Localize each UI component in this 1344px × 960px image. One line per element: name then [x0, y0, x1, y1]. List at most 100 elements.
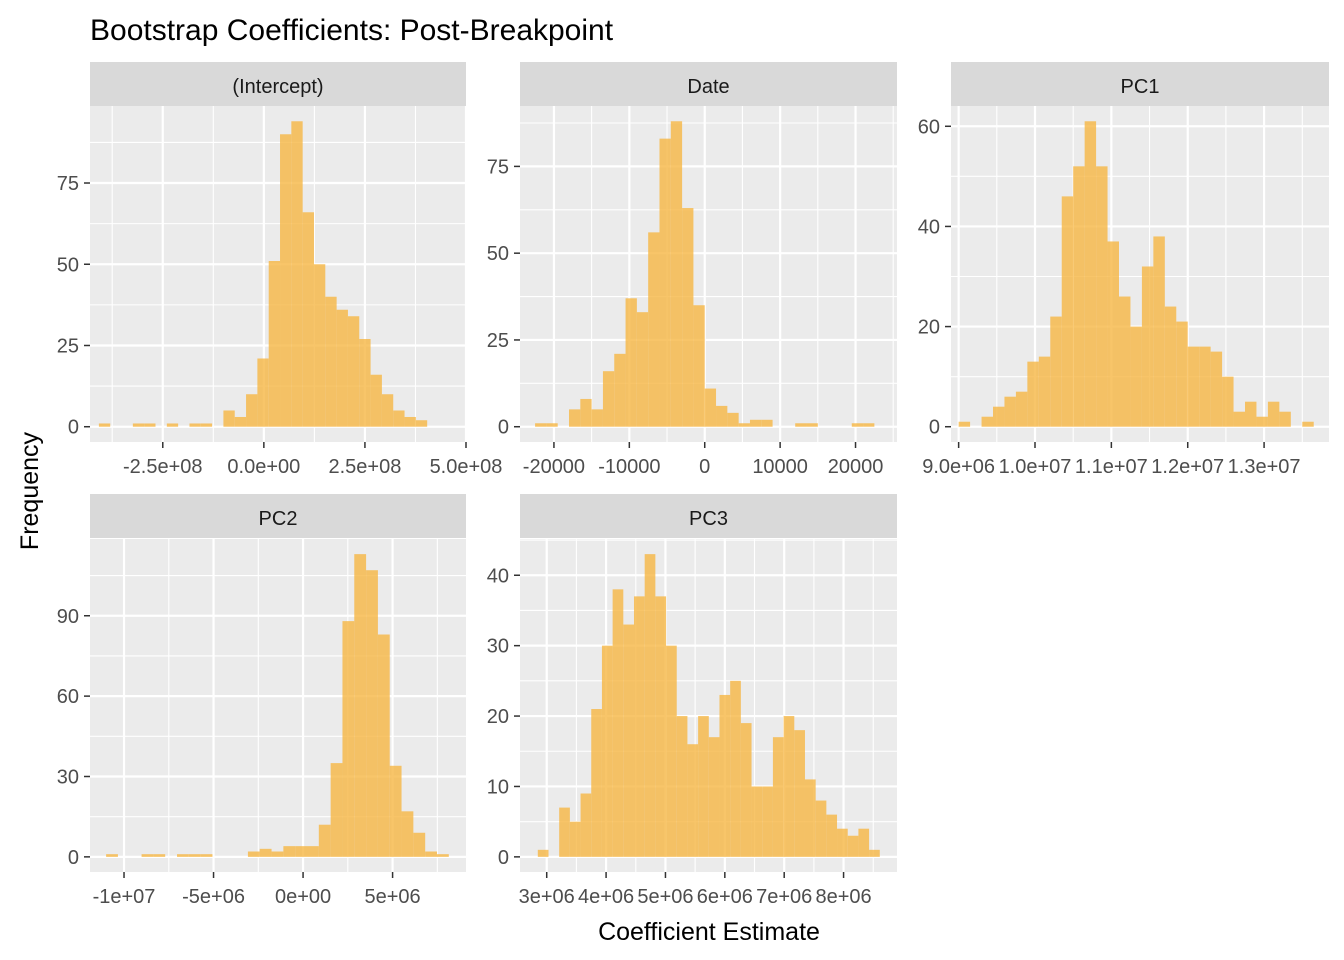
histogram-bar — [863, 423, 875, 427]
histogram-bar — [313, 264, 326, 427]
histogram-bar — [347, 316, 360, 427]
histogram-bar — [132, 423, 145, 427]
x-tick-label: 1.1e+07 — [1075, 456, 1148, 478]
histogram-bar — [804, 779, 816, 857]
histogram-bar — [1096, 166, 1108, 427]
y-tick-label: 25 — [487, 330, 509, 352]
histogram-bar — [291, 121, 303, 427]
strip-label: PC2 — [259, 508, 298, 530]
histogram-bar — [1245, 401, 1257, 427]
histogram-bar — [858, 828, 870, 857]
histogram-bar — [257, 358, 269, 427]
histogram-bar — [815, 800, 827, 857]
histogram-bar — [847, 835, 859, 857]
histogram-bar — [693, 305, 705, 427]
x-axis-title: Coefficient Estimate — [598, 918, 820, 946]
histogram-bar — [200, 423, 213, 427]
strip-label: PC3 — [689, 508, 728, 530]
y-tick-label: 75 — [487, 156, 509, 178]
x-tick-label: 3e+06 — [519, 886, 575, 908]
histogram-bar — [958, 421, 971, 427]
histogram-bar — [761, 419, 773, 427]
histogram-bar — [246, 394, 258, 427]
y-tick-label: 75 — [57, 173, 79, 195]
y-tick-label: 10 — [487, 776, 509, 798]
histogram-bar — [546, 423, 558, 427]
histogram-bar — [1233, 411, 1245, 427]
histogram-bar — [188, 854, 201, 857]
y-tick-label: 30 — [487, 636, 509, 658]
histogram-bar — [851, 423, 864, 427]
histogram-bar — [666, 645, 677, 857]
histogram-bar — [580, 793, 592, 857]
histogram-bar — [106, 854, 118, 857]
histogram-bar — [153, 854, 166, 857]
x-tick-label: 2.5e+08 — [328, 456, 401, 478]
histogram-bar — [806, 423, 818, 427]
histogram-bar — [1061, 196, 1074, 427]
histogram-bar — [794, 730, 805, 857]
histogram-bar — [302, 212, 314, 427]
histogram-bar — [625, 298, 637, 427]
histogram-bar — [436, 854, 449, 857]
histogram-bar — [633, 596, 645, 857]
histogram-bar — [1141, 266, 1154, 427]
histogram-bar — [366, 570, 378, 857]
x-tick-label: 0 — [699, 456, 710, 478]
x-tick-label: 5.0e+08 — [430, 456, 503, 478]
y-tick-label: 20 — [487, 706, 509, 728]
histogram-bar — [537, 849, 549, 857]
histogram-bar — [280, 134, 292, 427]
x-tick-label: 7e+06 — [756, 886, 812, 908]
histogram-bar — [1107, 241, 1119, 427]
x-tick-label: -10000 — [598, 456, 660, 478]
x-tick-label: -5e+06 — [182, 886, 245, 908]
x-tick-label: -1e+07 — [93, 886, 156, 908]
facet-pc3: PC3 0 10 20 30 40 3e+06 4e+06 5e+06 6e+06 7e+06 8e+… — [487, 494, 897, 908]
y-axis-title: Frequency — [16, 431, 44, 550]
histogram-bar — [1084, 121, 1097, 427]
histogram-bar — [751, 786, 763, 857]
histogram-bar — [1004, 396, 1016, 427]
histogram-bar — [401, 811, 414, 857]
histogram-bar — [837, 828, 848, 857]
histogram-bar — [727, 412, 739, 427]
histogram-bar — [189, 423, 201, 427]
histogram-bar — [354, 554, 367, 857]
histogram-bar — [307, 846, 319, 857]
histogram-bar — [223, 410, 235, 427]
strip-label: PC1 — [1121, 76, 1160, 98]
histogram-bar — [359, 338, 371, 427]
histogram-bar — [393, 410, 405, 427]
histogram-bar — [704, 388, 717, 427]
histogram-bar — [141, 854, 154, 857]
histogram-bar — [330, 763, 343, 857]
histogram-bar — [370, 374, 382, 427]
histogram-bar — [415, 420, 428, 427]
y-tick-label: 25 — [57, 335, 79, 357]
x-tick-label: -2.5e+08 — [123, 456, 203, 478]
x-tick-label: 5e+06 — [365, 886, 421, 908]
histogram-bar — [826, 814, 838, 857]
histogram-bar — [580, 398, 592, 427]
histogram-bar — [655, 596, 667, 857]
facet-pc1: PC1 0 20 40 60 9.0e+06 1.0e+07 1.1e+07 1.2e+07 1.… — [918, 62, 1329, 478]
strip-background — [90, 494, 466, 538]
histogram-bar — [336, 309, 348, 427]
histogram-bar — [648, 232, 660, 427]
histogram-bar — [591, 709, 602, 857]
histogram-bar — [772, 737, 784, 857]
x-tick-label: 8e+06 — [815, 886, 871, 908]
facet-pc2: PC2 0 30 60 90 -1e+07 -5e+06 0e+00 5e+06 — [57, 494, 466, 908]
strip-background — [951, 62, 1329, 106]
strip-background — [90, 62, 466, 106]
histogram-bar — [569, 821, 581, 857]
histogram-bar — [659, 138, 671, 427]
x-tick-label: 6e+06 — [697, 886, 753, 908]
histogram-bar — [795, 423, 807, 427]
histogram-bar — [247, 851, 260, 857]
y-tick-label: 0 — [498, 417, 509, 439]
histogram-bar — [342, 621, 355, 857]
histogram-bar — [425, 851, 437, 857]
histogram-bar — [1302, 421, 1314, 427]
